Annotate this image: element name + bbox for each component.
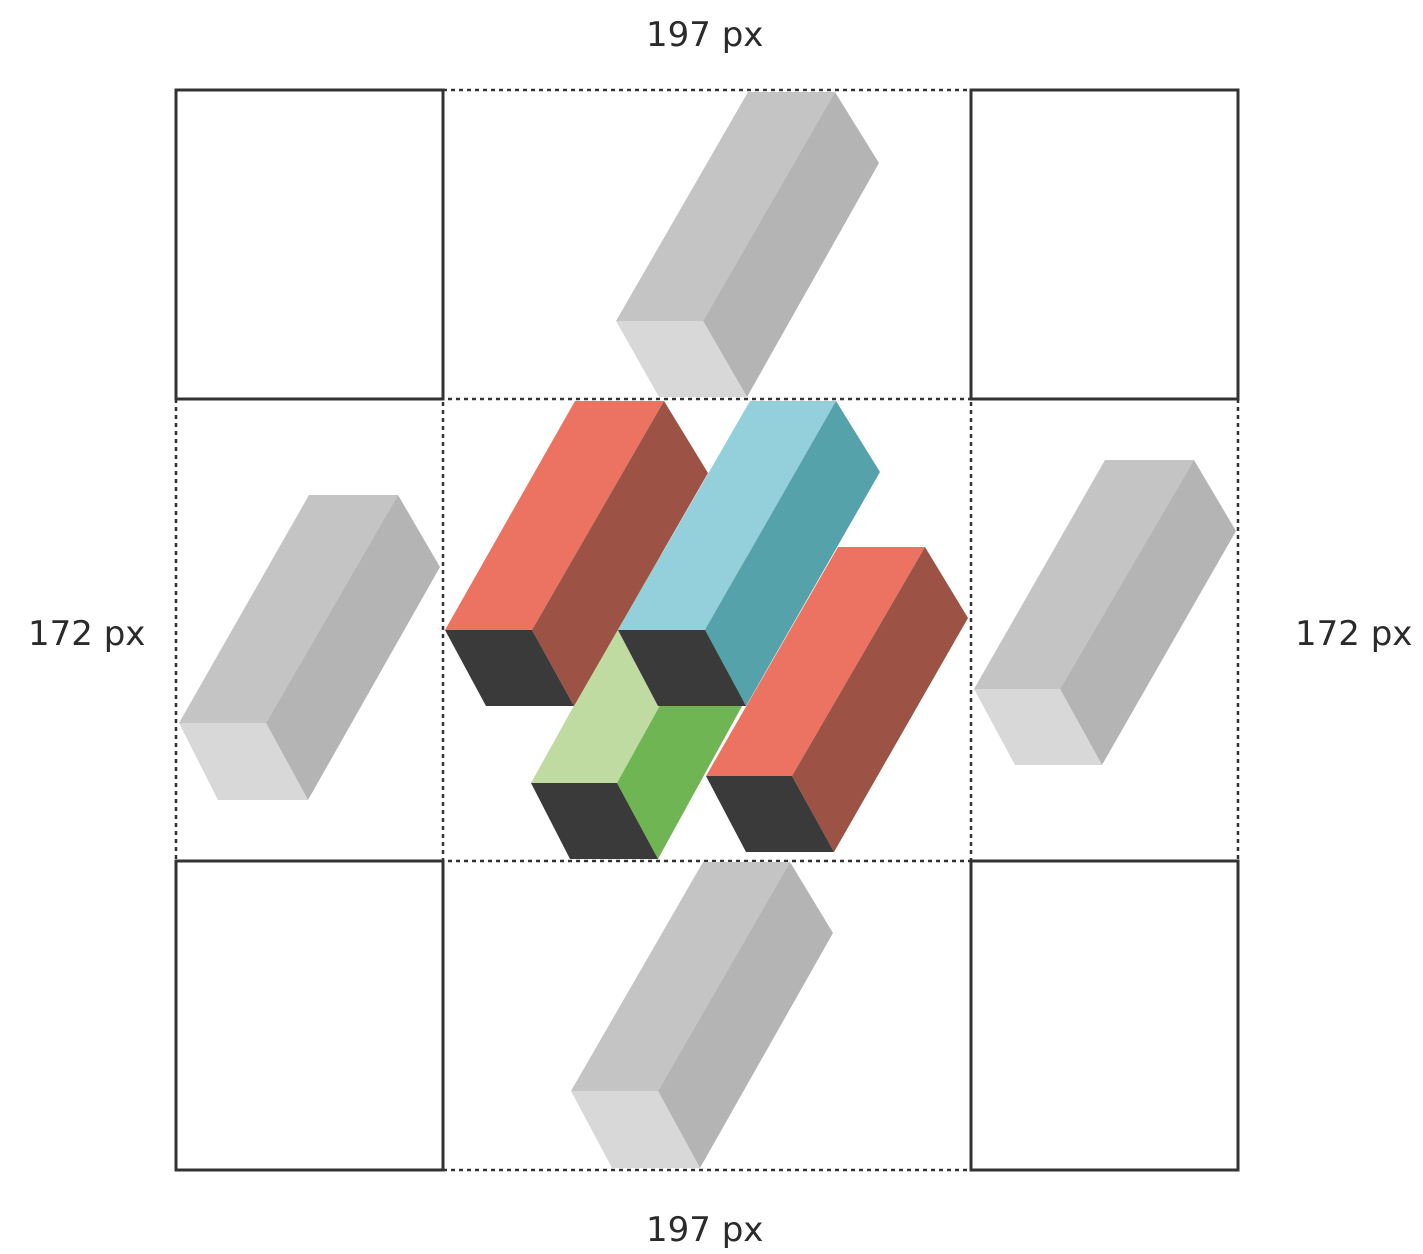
corner-tile-top-left <box>174 88 445 401</box>
gray-block-left <box>179 495 440 800</box>
blue-block <box>618 401 880 706</box>
corner-tile-bottom-left <box>174 859 445 1172</box>
gray-block-right <box>974 460 1236 765</box>
gray-block-bottom <box>571 862 833 1168</box>
right-height-label: 172 px <box>1295 614 1413 654</box>
corner-tile-top-right <box>969 88 1240 401</box>
left-height-label: 172 px <box>28 614 146 654</box>
dashed-grid <box>174 88 1240 1172</box>
gray-block-top <box>616 92 879 397</box>
corner-tile-bottom-right <box>969 859 1240 1172</box>
red-block-left <box>445 401 708 706</box>
red-block-right <box>706 547 968 852</box>
bottom-width-label: 197 px <box>646 1210 764 1250</box>
top-width-label: 197 px <box>646 15 764 55</box>
